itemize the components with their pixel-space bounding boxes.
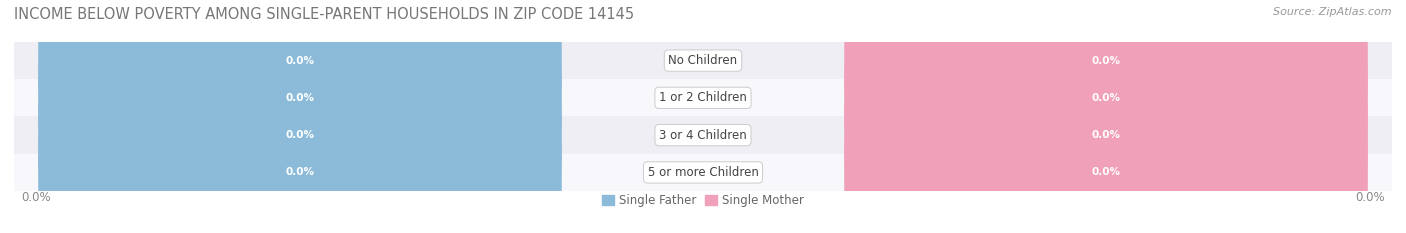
- Text: 0.0%: 0.0%: [285, 93, 315, 103]
- Text: INCOME BELOW POVERTY AMONG SINGLE-PARENT HOUSEHOLDS IN ZIP CODE 14145: INCOME BELOW POVERTY AMONG SINGLE-PARENT…: [14, 7, 634, 22]
- FancyBboxPatch shape: [38, 105, 562, 233]
- FancyBboxPatch shape: [38, 30, 562, 165]
- Text: 0.0%: 0.0%: [1091, 56, 1121, 65]
- Text: 0.0%: 0.0%: [21, 191, 51, 204]
- FancyBboxPatch shape: [844, 0, 1368, 128]
- Bar: [14, 116, 1392, 154]
- Text: 0.0%: 0.0%: [1091, 130, 1121, 140]
- Bar: [14, 42, 1392, 79]
- Text: 0.0%: 0.0%: [1091, 168, 1121, 177]
- Text: 3 or 4 Children: 3 or 4 Children: [659, 129, 747, 142]
- FancyBboxPatch shape: [844, 30, 1368, 165]
- Text: 0.0%: 0.0%: [285, 130, 315, 140]
- FancyBboxPatch shape: [38, 68, 562, 203]
- Text: 0.0%: 0.0%: [285, 56, 315, 65]
- Legend: Single Father, Single Mother: Single Father, Single Mother: [598, 190, 808, 212]
- Text: Source: ZipAtlas.com: Source: ZipAtlas.com: [1274, 7, 1392, 17]
- FancyBboxPatch shape: [38, 0, 562, 128]
- Text: 1 or 2 Children: 1 or 2 Children: [659, 91, 747, 104]
- FancyBboxPatch shape: [844, 105, 1368, 233]
- Text: 0.0%: 0.0%: [1091, 93, 1121, 103]
- Text: 0.0%: 0.0%: [285, 168, 315, 177]
- Text: 5 or more Children: 5 or more Children: [648, 166, 758, 179]
- FancyBboxPatch shape: [844, 68, 1368, 203]
- Bar: [14, 154, 1392, 191]
- Text: 0.0%: 0.0%: [1355, 191, 1385, 204]
- Bar: [14, 79, 1392, 116]
- Text: No Children: No Children: [668, 54, 738, 67]
